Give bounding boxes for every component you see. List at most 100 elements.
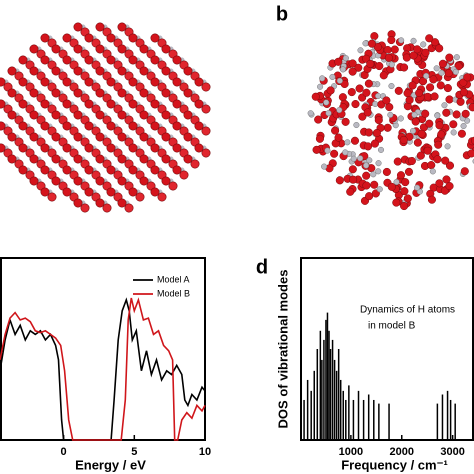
atom xyxy=(390,45,399,54)
atom xyxy=(102,203,112,213)
atom xyxy=(201,82,211,92)
atom xyxy=(429,168,436,175)
atom xyxy=(375,168,382,175)
atom xyxy=(0,143,6,153)
atom xyxy=(398,37,405,44)
atom xyxy=(150,99,160,109)
atom xyxy=(194,77,204,87)
atom xyxy=(388,61,395,68)
atom xyxy=(445,95,454,104)
atom xyxy=(350,155,357,162)
atom xyxy=(29,176,39,186)
atom xyxy=(128,187,138,197)
atom xyxy=(117,198,127,208)
atom xyxy=(201,148,211,158)
atom xyxy=(62,165,72,175)
atom xyxy=(454,62,463,71)
atom xyxy=(460,122,467,130)
atom xyxy=(365,192,374,201)
atom xyxy=(338,93,347,102)
atom xyxy=(362,181,371,190)
atom xyxy=(0,121,6,131)
atom xyxy=(420,41,427,48)
atom xyxy=(161,88,171,98)
atom xyxy=(362,40,369,47)
atom xyxy=(339,66,347,73)
atom xyxy=(183,154,193,164)
atom xyxy=(444,143,451,150)
atom xyxy=(362,171,371,180)
atom xyxy=(117,176,127,186)
atom xyxy=(413,138,422,147)
atom xyxy=(161,44,171,54)
atom xyxy=(436,81,445,90)
atom xyxy=(382,96,391,105)
atom xyxy=(429,75,438,84)
atom xyxy=(468,103,474,112)
atom xyxy=(124,203,134,213)
atom xyxy=(442,175,451,184)
panel-label: b xyxy=(276,3,288,25)
atom xyxy=(435,44,444,53)
atom xyxy=(321,163,328,170)
atom xyxy=(393,178,400,186)
atom xyxy=(7,66,17,76)
atom xyxy=(347,88,356,97)
atom xyxy=(379,71,388,80)
legend-label: Model B xyxy=(157,288,190,298)
atom xyxy=(18,165,28,175)
atom xyxy=(84,121,94,131)
atom xyxy=(427,195,436,204)
atom xyxy=(449,120,458,129)
legend-label: Model A xyxy=(157,274,190,284)
atom xyxy=(433,65,440,72)
atom xyxy=(95,22,105,32)
x-tick-label: 2000 xyxy=(390,446,414,458)
atom xyxy=(73,22,83,32)
atom xyxy=(430,38,440,47)
atom xyxy=(334,133,343,142)
atom xyxy=(190,159,200,169)
atom xyxy=(128,55,138,65)
atom xyxy=(73,110,83,120)
atom xyxy=(423,72,430,79)
atom xyxy=(47,192,57,202)
atom xyxy=(95,176,105,186)
atom xyxy=(150,33,160,43)
atom xyxy=(403,89,412,98)
atom xyxy=(40,143,50,153)
atom xyxy=(396,171,406,180)
atom xyxy=(62,55,72,65)
atom xyxy=(73,198,83,208)
atom xyxy=(183,132,193,142)
atom xyxy=(62,121,72,131)
atom xyxy=(326,86,335,95)
atom xyxy=(106,33,116,43)
atom xyxy=(172,99,182,109)
atom xyxy=(336,106,343,114)
atom xyxy=(371,189,380,198)
atom xyxy=(410,37,417,44)
atom xyxy=(95,132,105,142)
x-tick-label: 3000 xyxy=(440,446,464,458)
atom xyxy=(106,77,116,87)
atom xyxy=(106,99,116,109)
atom xyxy=(392,198,401,207)
atom xyxy=(62,33,72,43)
atom xyxy=(150,165,160,175)
atom xyxy=(62,143,72,153)
atom xyxy=(363,108,372,117)
atom xyxy=(7,132,17,142)
atom xyxy=(459,88,469,97)
atom xyxy=(344,139,351,146)
atom xyxy=(362,88,371,97)
atom xyxy=(139,44,149,54)
atom xyxy=(460,167,469,176)
atom xyxy=(349,175,358,184)
atom xyxy=(355,84,364,93)
atom xyxy=(376,186,383,193)
atom xyxy=(445,161,455,170)
atom xyxy=(357,47,364,54)
atom xyxy=(445,53,454,62)
atom xyxy=(194,99,204,109)
